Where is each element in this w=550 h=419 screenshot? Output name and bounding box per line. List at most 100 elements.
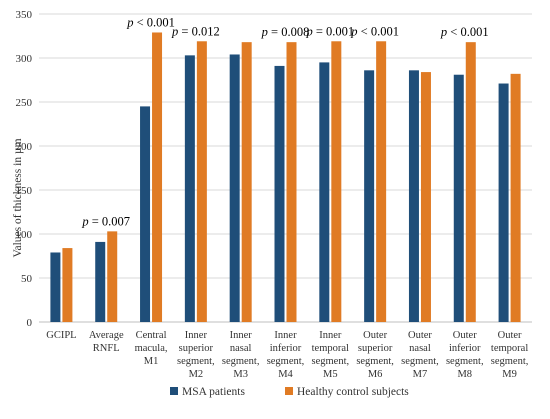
p-value-text: < 0.001 (133, 15, 174, 29)
p-value-label: p < 0.001 (126, 15, 175, 29)
bar-healthy-controls (286, 42, 297, 322)
x-category-label-line: Inner (319, 330, 342, 341)
x-category-label-line: Outer (453, 330, 477, 341)
x-category-label-line: segment, (356, 356, 394, 367)
x-category-label-line: temporal (491, 343, 528, 354)
bar-healthy-controls (196, 41, 207, 322)
y-tick-label: 250 (16, 97, 33, 109)
x-category-label: Inner inferior segment, M4 (267, 330, 305, 380)
bar-msa-patients (498, 83, 509, 323)
legend-label-msa-patients: MSA patients (182, 386, 245, 398)
x-category-label-line: Outer (498, 330, 522, 341)
p-value-symbol: p (440, 25, 447, 39)
y-tick-label: 150 (16, 185, 33, 197)
y-tick-label: 350 (16, 9, 33, 21)
p-value-text: < 0.001 (358, 24, 399, 38)
x-category-label: GCIPL (46, 330, 76, 341)
x-category-label-line: Outer (408, 330, 432, 341)
bar-healthy-controls (510, 73, 521, 322)
bar-msa-patients (95, 241, 106, 322)
bar-msa-patients (453, 74, 464, 322)
x-category-label-line: Inner (274, 330, 297, 341)
x-category-label-line: nasal (409, 343, 431, 354)
x-category-label-line: inferior (449, 343, 481, 354)
y-tick-label: 200 (16, 141, 33, 153)
legend: MSA patients Healthy control subjects (170, 386, 409, 398)
x-category-label-line: GCIPL (46, 330, 76, 341)
x-category-label-line: segment, (446, 356, 484, 367)
x-category-label-line: M3 (233, 369, 248, 380)
x-category-label-line: inferior (270, 343, 302, 354)
legend-swatch-msa-patients (170, 387, 178, 395)
x-category-label-line: M9 (502, 369, 517, 380)
x-category-label-line: RNFL (93, 343, 120, 354)
p-value-label: p = 0.007 (81, 214, 130, 228)
bar-healthy-controls (152, 32, 163, 322)
x-category-label-line: superior (358, 343, 393, 354)
bar-msa-patients (364, 70, 375, 322)
bar-healthy-controls (376, 41, 387, 322)
x-category-label-line: segment, (222, 356, 260, 367)
bars (50, 32, 521, 323)
y-tick-label: 100 (16, 229, 33, 241)
p-value-text: < 0.001 (447, 25, 488, 39)
x-category-label: Outer inferior segment, M8 (446, 330, 484, 380)
p-value-label: p = 0.008 (261, 25, 310, 39)
x-category-label: Outer temporal segment, M9 (491, 330, 529, 380)
x-category-label: Outer superior segment, M6 (356, 330, 394, 380)
p-value-symbol: p (305, 24, 312, 38)
p-value-symbol: p (81, 214, 88, 228)
x-category-label-line: M7 (413, 369, 428, 380)
x-category-label-line: macula, (135, 343, 168, 354)
bar-msa-patients (229, 54, 240, 322)
x-category-label: Inner temporal segment, M5 (312, 330, 350, 380)
legend-label-healthy-controls: Healthy control subjects (297, 386, 409, 398)
p-value-text: = 0.012 (178, 24, 219, 38)
x-category-label-line: nasal (230, 343, 252, 354)
p-value-label: p = 0.001 (305, 24, 354, 38)
y-tick-label: 0 (27, 317, 33, 329)
p-value-symbol: p (126, 15, 133, 29)
p-value-symbol: p (171, 24, 178, 38)
x-category-label-line: Inner (230, 330, 253, 341)
p-value-text: = 0.001 (313, 24, 354, 38)
legend-swatch-healthy-controls (285, 387, 293, 395)
p-value-label: p < 0.001 (350, 24, 399, 38)
x-category-label-line: M6 (368, 369, 383, 380)
bar-healthy-controls (241, 42, 252, 322)
x-category-label-line: Inner (185, 330, 208, 341)
x-category-label-line: segment, (177, 356, 215, 367)
bar-healthy-controls (107, 231, 118, 322)
y-axis-label: Values of thickness in µm (12, 138, 24, 257)
x-category-label-line: temporal (312, 343, 349, 354)
x-category-label-line: segment, (401, 356, 439, 367)
x-category-label: Average RNFL (89, 330, 124, 354)
bar-msa-patients (140, 106, 151, 323)
x-category-label-line: M2 (189, 369, 204, 380)
p-value-label: p < 0.001 (440, 25, 489, 39)
x-category-label: Inner nasal segment, M3 (222, 330, 260, 380)
p-value-symbol: p (350, 24, 357, 38)
x-category-label-line: M8 (457, 369, 472, 380)
x-axis-category-labels: GCIPL Average RNFL Central macula, M1 Inner sup… (46, 330, 528, 380)
bar-msa-patients (50, 252, 61, 322)
bar-msa-patients (274, 65, 285, 323)
bar-healthy-controls (465, 42, 476, 322)
bar-healthy-controls (420, 72, 431, 322)
x-category-label-line: Outer (363, 330, 387, 341)
bar-msa-patients (408, 70, 419, 322)
x-category-label-line: segment, (267, 356, 305, 367)
x-category-label-line: segment, (491, 356, 529, 367)
p-value-label: p = 0.012 (171, 24, 220, 38)
x-category-label-line: Central (136, 330, 167, 341)
y-tick-label: 50 (21, 273, 33, 285)
x-category-label: Outer nasal segment, M7 (401, 330, 439, 380)
x-category-label-line: M4 (278, 369, 293, 380)
x-category-label-line: M1 (144, 356, 159, 367)
x-category-label-line: superior (179, 343, 214, 354)
bar-msa-patients (319, 62, 330, 323)
p-value-text: = 0.007 (89, 214, 130, 228)
p-value-symbol: p (261, 25, 268, 39)
